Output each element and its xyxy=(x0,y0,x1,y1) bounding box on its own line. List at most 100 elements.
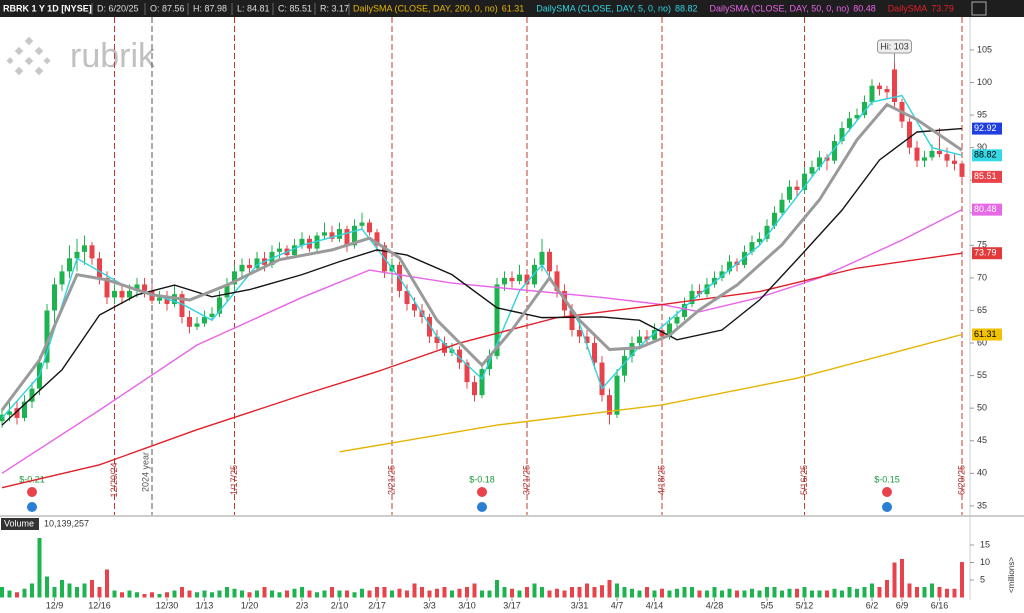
candle-body xyxy=(779,199,785,213)
high: H: 87.98 xyxy=(193,3,227,13)
candle-body xyxy=(809,167,815,174)
volume-bar xyxy=(892,562,897,598)
earnings-icon xyxy=(882,487,892,497)
candle-body xyxy=(502,277,507,285)
x-tick-label: 5/12 xyxy=(796,600,814,610)
candle-body xyxy=(104,277,110,298)
candle-body xyxy=(59,271,65,285)
candle-body xyxy=(757,238,762,243)
volume-bar xyxy=(630,588,634,598)
high-box xyxy=(877,39,912,54)
volume-bar xyxy=(472,583,477,598)
volume-bar xyxy=(300,587,304,598)
volume-bar xyxy=(585,583,589,598)
volume-bar xyxy=(397,588,402,598)
watermark: rubrik xyxy=(70,37,156,75)
x-tick-label: 1/13 xyxy=(196,600,214,610)
volume-bar xyxy=(240,590,244,598)
candle-body xyxy=(224,284,230,298)
volume-bar xyxy=(862,587,867,598)
candle-body xyxy=(457,349,462,363)
candle-body xyxy=(614,375,620,415)
candle-body xyxy=(239,264,245,272)
volume-bar xyxy=(495,580,499,598)
volume-bar xyxy=(742,590,747,598)
volume-bar xyxy=(697,590,702,598)
settings-icon[interactable] xyxy=(971,1,987,16)
candle-body xyxy=(337,229,342,239)
candle-body xyxy=(854,115,860,119)
x-tick-label: 3/3 xyxy=(423,600,436,610)
candle-body xyxy=(817,157,822,168)
candle-body xyxy=(359,222,365,226)
candle-body xyxy=(862,102,867,116)
volume-bar xyxy=(510,588,514,598)
candle-body xyxy=(157,297,162,301)
volume-bar xyxy=(502,587,507,598)
candle-body xyxy=(464,362,470,383)
candle-body xyxy=(959,163,965,177)
volume-title-bg xyxy=(1,518,39,530)
volume-bar xyxy=(840,590,844,598)
y-tick-label: 50 xyxy=(977,403,987,413)
volume-bar xyxy=(450,590,454,598)
candle-body xyxy=(67,258,72,272)
candle-body xyxy=(202,316,207,324)
candle-body xyxy=(824,157,830,161)
volume-bar xyxy=(517,590,522,598)
candle-body xyxy=(922,157,927,161)
volume-bar xyxy=(457,588,462,598)
volume-bar xyxy=(292,588,297,598)
volume-bar xyxy=(855,588,859,598)
earnings-label: $-0.15 xyxy=(874,474,900,484)
volume-bar xyxy=(945,588,949,598)
legend-value: 80.48 xyxy=(853,3,876,13)
volume-bar xyxy=(937,587,942,598)
y-tick-label: 10 xyxy=(980,557,990,567)
volume-bar xyxy=(277,592,282,598)
expiry-label: 6/20/25 xyxy=(956,465,966,495)
volume-title: Volume xyxy=(4,518,34,528)
candle-body xyxy=(74,251,80,259)
expiry-label: 2/21/25 xyxy=(386,465,396,495)
indicator-line xyxy=(339,333,963,453)
volume-bar xyxy=(870,583,874,598)
volume-bar xyxy=(367,590,372,598)
y-tick-label: 60 xyxy=(977,337,987,347)
volume-bar xyxy=(30,583,34,598)
volume-bar xyxy=(210,592,214,598)
date: D: 6/20/25 xyxy=(97,3,139,13)
volume-bar xyxy=(922,587,927,598)
candle-body xyxy=(142,284,147,291)
volume-bar xyxy=(877,587,882,598)
volume-bar xyxy=(90,580,94,598)
candle-body xyxy=(187,316,192,327)
volume-bar xyxy=(405,590,409,598)
x-tick-label: 4/14 xyxy=(646,600,664,610)
candle-body xyxy=(689,290,695,304)
candle-body xyxy=(532,264,537,285)
earnings-label: $-0.18 xyxy=(469,474,495,484)
y-tick-label: 70 xyxy=(977,272,987,282)
volume-bar xyxy=(652,590,657,598)
candle-body xyxy=(344,229,350,246)
volume-bar xyxy=(127,590,132,598)
candle-body xyxy=(802,173,807,190)
volume-bar xyxy=(810,590,814,598)
volume-bar xyxy=(787,588,792,598)
candle-body xyxy=(749,242,755,252)
volume-bar xyxy=(690,587,694,598)
volume-bar xyxy=(817,590,822,598)
price-tag-label: 85.51 xyxy=(974,171,997,181)
candle-body xyxy=(599,362,605,396)
candle-body xyxy=(434,336,440,344)
expiry-label: 12/20/24 xyxy=(109,462,119,497)
volume-bar xyxy=(330,587,334,598)
candle-body xyxy=(247,264,252,269)
volume-bar xyxy=(225,587,229,598)
candle-body xyxy=(517,274,522,282)
candle-body xyxy=(584,336,590,344)
price-tag-label: 61.31 xyxy=(974,329,997,339)
candle-body xyxy=(524,274,530,285)
